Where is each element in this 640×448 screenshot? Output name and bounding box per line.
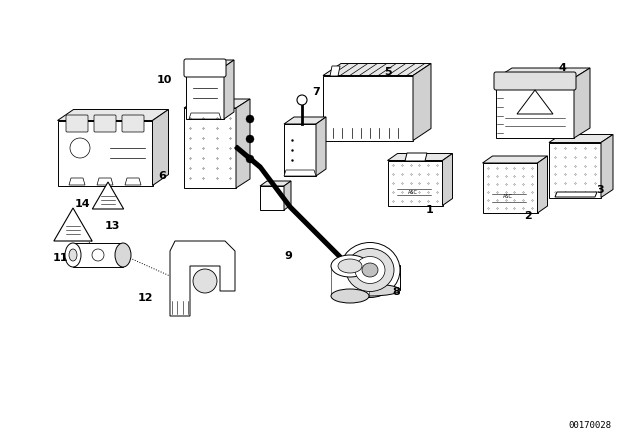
Text: 8: 8 xyxy=(392,287,400,297)
Polygon shape xyxy=(58,109,168,121)
Polygon shape xyxy=(387,160,442,206)
Text: 7: 7 xyxy=(312,87,320,97)
Ellipse shape xyxy=(340,284,400,296)
Polygon shape xyxy=(186,60,234,67)
Ellipse shape xyxy=(340,242,400,297)
Ellipse shape xyxy=(331,289,369,303)
Text: ASC: ASC xyxy=(408,190,418,194)
Ellipse shape xyxy=(355,257,385,284)
Polygon shape xyxy=(186,67,224,119)
Polygon shape xyxy=(284,181,291,210)
Text: 14: 14 xyxy=(74,199,90,209)
Polygon shape xyxy=(340,265,400,290)
Polygon shape xyxy=(405,153,427,161)
Text: 9: 9 xyxy=(284,251,292,261)
Polygon shape xyxy=(189,113,221,119)
Polygon shape xyxy=(517,90,553,114)
Text: 4: 4 xyxy=(558,63,566,73)
Text: 2: 2 xyxy=(524,211,532,221)
Text: 3: 3 xyxy=(596,185,604,195)
Polygon shape xyxy=(316,117,326,176)
Text: 13: 13 xyxy=(104,221,120,231)
Polygon shape xyxy=(483,156,547,163)
Polygon shape xyxy=(549,134,613,142)
Polygon shape xyxy=(323,64,431,76)
Polygon shape xyxy=(601,134,613,198)
Ellipse shape xyxy=(346,249,394,292)
Polygon shape xyxy=(555,192,597,197)
Text: 00170028: 00170028 xyxy=(568,421,611,430)
Text: 1: 1 xyxy=(426,205,434,215)
Polygon shape xyxy=(323,76,413,141)
Polygon shape xyxy=(330,66,340,76)
Polygon shape xyxy=(574,68,590,138)
Ellipse shape xyxy=(331,255,369,277)
FancyBboxPatch shape xyxy=(122,115,144,132)
Text: 10: 10 xyxy=(156,75,172,85)
Circle shape xyxy=(297,95,307,105)
Polygon shape xyxy=(483,163,538,213)
Polygon shape xyxy=(54,208,92,241)
Text: 5: 5 xyxy=(384,67,392,77)
Polygon shape xyxy=(73,243,123,267)
Polygon shape xyxy=(224,60,234,119)
Polygon shape xyxy=(538,156,547,213)
Polygon shape xyxy=(284,117,326,124)
Text: 11: 11 xyxy=(52,253,68,263)
Polygon shape xyxy=(236,99,250,188)
Text: ASC: ASC xyxy=(503,194,513,198)
Circle shape xyxy=(246,155,254,163)
Ellipse shape xyxy=(362,263,378,277)
Polygon shape xyxy=(442,154,452,206)
Polygon shape xyxy=(58,121,152,185)
Ellipse shape xyxy=(115,243,131,267)
Polygon shape xyxy=(387,154,452,160)
Polygon shape xyxy=(496,68,590,78)
FancyBboxPatch shape xyxy=(94,115,116,132)
Polygon shape xyxy=(184,99,250,108)
Polygon shape xyxy=(284,170,316,176)
Polygon shape xyxy=(260,181,291,186)
Circle shape xyxy=(246,135,254,143)
Polygon shape xyxy=(170,241,235,316)
Circle shape xyxy=(246,115,254,123)
Ellipse shape xyxy=(338,259,362,273)
FancyBboxPatch shape xyxy=(66,115,88,132)
Polygon shape xyxy=(69,178,85,185)
Polygon shape xyxy=(97,178,113,185)
FancyBboxPatch shape xyxy=(184,59,226,77)
Polygon shape xyxy=(331,266,369,296)
Ellipse shape xyxy=(69,249,77,261)
FancyBboxPatch shape xyxy=(494,72,576,90)
Circle shape xyxy=(193,269,217,293)
Polygon shape xyxy=(184,108,236,188)
Ellipse shape xyxy=(65,243,81,267)
Polygon shape xyxy=(125,178,141,185)
Polygon shape xyxy=(413,64,431,141)
Polygon shape xyxy=(92,182,124,209)
Text: 12: 12 xyxy=(137,293,153,303)
Polygon shape xyxy=(152,109,168,185)
Polygon shape xyxy=(260,186,284,210)
Polygon shape xyxy=(284,124,316,176)
Text: 6: 6 xyxy=(158,171,166,181)
Polygon shape xyxy=(549,142,601,198)
Polygon shape xyxy=(496,78,574,138)
